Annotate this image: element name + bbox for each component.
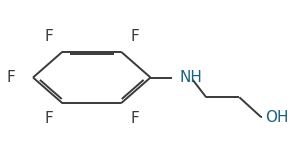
- Text: NH: NH: [179, 70, 202, 85]
- Text: F: F: [130, 29, 139, 44]
- Text: F: F: [130, 111, 139, 126]
- Text: OH: OH: [265, 110, 288, 125]
- Text: F: F: [45, 111, 53, 126]
- Text: F: F: [6, 70, 15, 85]
- Text: F: F: [45, 29, 53, 44]
